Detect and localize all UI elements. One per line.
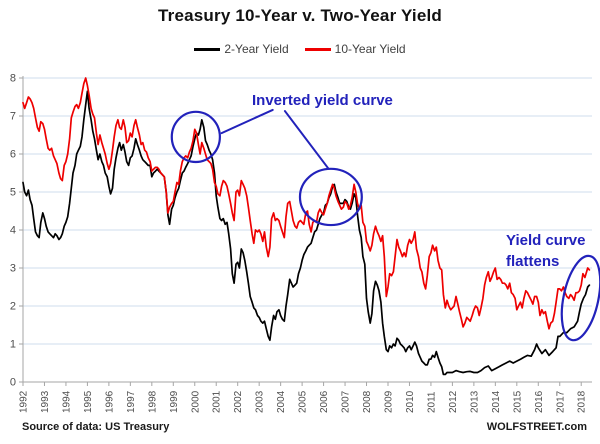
legend-line-swatch-2-year bbox=[194, 47, 221, 51]
x-tick-label-2003: 2003 bbox=[255, 390, 266, 413]
x-tick-label-2009: 2009 bbox=[383, 390, 394, 413]
x-tick-label-2010: 2010 bbox=[405, 390, 416, 413]
x-tick-label-2007: 2007 bbox=[341, 390, 352, 413]
x-tick-label-2012: 2012 bbox=[448, 390, 459, 413]
source-note: Source of data: US Treasury bbox=[22, 421, 170, 433]
x-tick-label-2001: 2001 bbox=[212, 390, 223, 413]
annotation-yield-curve-flattens: Yield curve flattens bbox=[506, 230, 585, 272]
annotation-ellipse-2 bbox=[298, 167, 363, 227]
annotation-ellipse-3 bbox=[560, 254, 600, 342]
series-10-year-yield bbox=[22, 77, 591, 330]
x-tick-label-2013: 2013 bbox=[469, 390, 480, 413]
y-tick-label-4: 4 bbox=[10, 225, 16, 237]
x-tick-label-2017: 2017 bbox=[555, 390, 566, 413]
x-tick-label-1998: 1998 bbox=[147, 390, 158, 413]
annotation-callout-line-2 bbox=[283, 110, 330, 170]
chart-title: Treasury 10-Year v. Two-Year Yield bbox=[158, 6, 442, 25]
legend-item-10-year: 10-Year Yield bbox=[304, 42, 406, 56]
x-tick-label-2016: 2016 bbox=[534, 390, 545, 413]
legend-label-2-year: 2-Year Yield bbox=[224, 42, 289, 56]
x-tick-label-1994: 1994 bbox=[61, 390, 72, 413]
x-tick-label-1992: 1992 bbox=[19, 390, 30, 413]
y-tick-label-6: 6 bbox=[10, 149, 16, 161]
x-tick-label-2002: 2002 bbox=[233, 390, 244, 413]
x-tick-label-1997: 1997 bbox=[126, 390, 137, 413]
annotation-inverted-yield-curve: Inverted yield curve bbox=[252, 92, 393, 109]
annotation-flattens-line2: flattens bbox=[506, 253, 560, 270]
y-tick-label-2: 2 bbox=[10, 301, 16, 313]
chart-legend: 2-Year Yield 10-Year Yield bbox=[0, 42, 600, 56]
y-tick-label-5: 5 bbox=[10, 187, 16, 199]
x-tick-label-2014: 2014 bbox=[491, 390, 502, 413]
brand-watermark: WOLFSTREET.com bbox=[486, 421, 587, 433]
x-tick-label-2000: 2000 bbox=[190, 390, 201, 413]
y-tick-label-0: 0 bbox=[10, 377, 16, 389]
legend-line-swatch-10-year bbox=[304, 47, 331, 51]
y-tick-label-1: 1 bbox=[10, 339, 16, 351]
y-tick-label-7: 7 bbox=[10, 111, 16, 123]
x-tick-label-2015: 2015 bbox=[512, 390, 523, 413]
x-tick-label-2011: 2011 bbox=[426, 391, 437, 413]
x-tick-label-2018: 2018 bbox=[577, 390, 588, 413]
legend-item-2-year: 2-Year Yield bbox=[194, 42, 289, 56]
series-2-year-yield bbox=[22, 90, 591, 376]
y-tick-label-3: 3 bbox=[10, 263, 16, 275]
x-tick-label-2006: 2006 bbox=[319, 390, 330, 413]
legend-label-10-year: 10-Year Yield bbox=[334, 42, 406, 56]
x-tick-label-1995: 1995 bbox=[83, 390, 94, 413]
annotation-callout-line-1 bbox=[220, 108, 274, 135]
x-tick-label-2005: 2005 bbox=[298, 390, 309, 413]
x-tick-label-1999: 1999 bbox=[169, 390, 180, 413]
x-tick-label-1993: 1993 bbox=[40, 390, 51, 413]
x-tick-label-1996: 1996 bbox=[104, 390, 115, 413]
y-tick-label-8: 8 bbox=[10, 73, 16, 85]
x-tick-label-2008: 2008 bbox=[362, 390, 373, 413]
annotation-ellipse-1 bbox=[170, 110, 221, 164]
annotation-flattens-line1: Yield curve bbox=[506, 232, 586, 249]
x-tick-label-2004: 2004 bbox=[276, 390, 287, 413]
